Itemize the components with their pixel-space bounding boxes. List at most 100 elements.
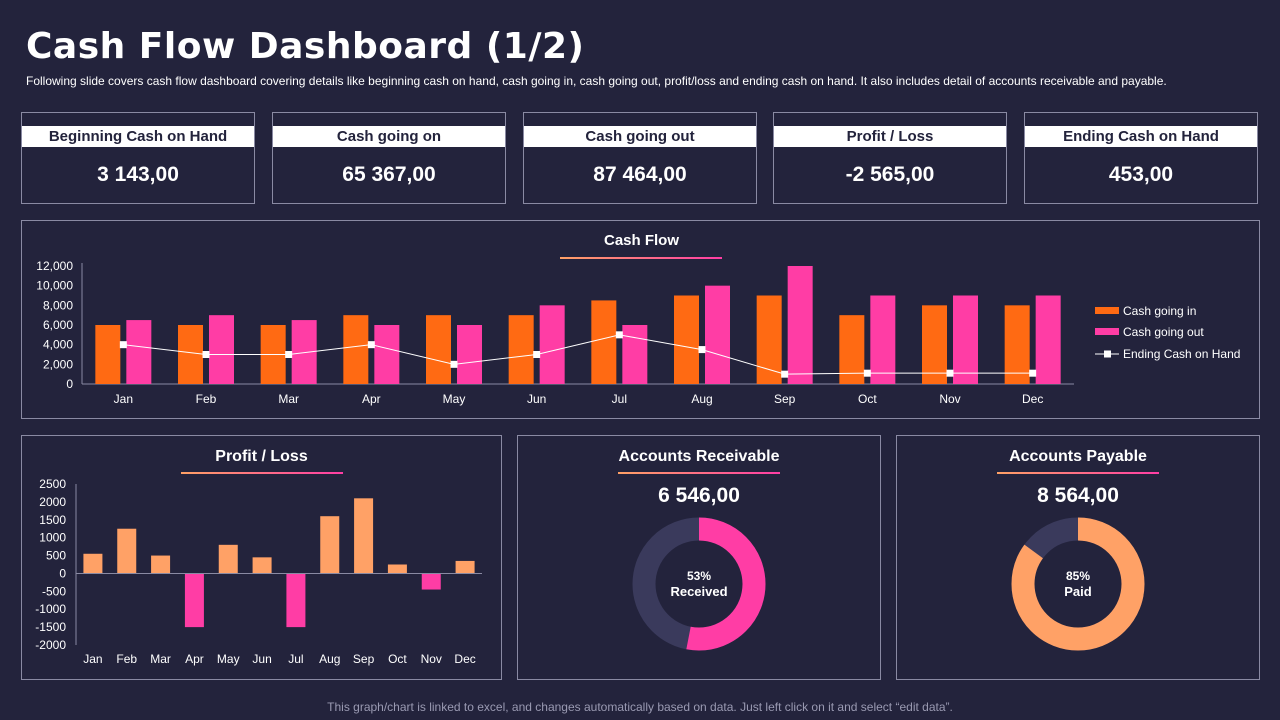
x-tick-label: Sep — [774, 392, 796, 406]
donut-percent-label: 85% — [1066, 569, 1090, 583]
cash-going-in-bar — [591, 300, 617, 384]
x-tick-label: Nov — [939, 392, 960, 406]
y-tick-label: 2,000 — [43, 357, 73, 371]
x-tick-label: Feb — [116, 652, 137, 666]
profit-loss-bar — [218, 544, 238, 574]
cash-going-out-bar — [870, 295, 896, 384]
accounts-receivable-panel[interactable]: Accounts Receivable 6 546,00 53% Received — [517, 435, 881, 680]
x-tick-label: Nov — [421, 652, 442, 666]
kpi-label: Cash going out — [524, 126, 756, 147]
x-tick-label: Jun — [527, 392, 546, 406]
cash-going-out-bar — [622, 325, 648, 384]
x-tick-label: Oct — [858, 392, 877, 406]
y-tick-label: 8,000 — [43, 298, 73, 312]
x-tick-label: Oct — [388, 652, 407, 666]
accounts-payable-underline — [997, 472, 1159, 474]
profit-loss-title: Profit / Loss — [215, 448, 308, 465]
ending-cash-point — [367, 341, 375, 349]
kpi-label: Beginning Cash on Hand — [22, 126, 254, 147]
ending-cash-line — [123, 334, 1033, 375]
y-tick-label: 10,000 — [36, 279, 73, 293]
profit-loss-bar — [455, 560, 475, 574]
profit-loss-bar — [421, 573, 441, 590]
legend-swatch-cash-going-out — [1095, 328, 1119, 335]
footer-note: This graph/chart is linked to excel, and… — [327, 700, 953, 714]
y-tick-label: 0 — [66, 377, 73, 391]
page-subtitle: Following slide covers cash flow dashboa… — [26, 74, 1167, 88]
y-tick-label: 2500 — [39, 477, 66, 491]
kpi-card-beginning-cash: Beginning Cash on Hand 3 143,00 — [21, 112, 255, 204]
x-tick-label: May — [217, 652, 240, 666]
legend-label: Cash going in — [1123, 304, 1196, 318]
profit-loss-bar — [117, 528, 137, 574]
y-tick-label: 1500 — [39, 513, 66, 527]
x-tick-label: Sep — [353, 652, 375, 666]
legend-swatch-cash-going-in — [1095, 307, 1119, 314]
ending-cash-point — [615, 331, 623, 339]
y-tick-label: 4,000 — [43, 338, 73, 352]
kpi-value: 453,00 — [1108, 163, 1174, 186]
profit-loss-bar — [151, 555, 171, 574]
legend-label: Cash going out — [1123, 325, 1204, 339]
x-tick-label: Mar — [150, 652, 171, 666]
cash-going-in-bar — [95, 325, 121, 384]
y-tick-label: -2000 — [35, 638, 66, 652]
y-tick-label: -1000 — [35, 602, 66, 616]
ending-cash-point — [946, 369, 954, 377]
kpi-card-cash-going-out: Cash going out 87 464,00 — [523, 112, 757, 204]
donut-percent-label: 53% — [687, 569, 711, 583]
cash-going-out-bar — [539, 305, 565, 384]
donut-slice — [1011, 517, 1145, 651]
x-tick-label: Apr — [185, 652, 204, 666]
x-tick-label: May — [443, 392, 466, 406]
y-tick-label: 0 — [59, 566, 66, 580]
ending-cash-point — [119, 341, 127, 349]
cash-flow-chart[interactable]: 0 2,000 4,000 6,000 8,000 10,000 12,000 Jan Feb M… — [22, 221, 1259, 418]
cash-going-in-bar — [756, 295, 782, 384]
kpi-value: 65 367,00 — [342, 163, 436, 186]
profit-loss-bar — [184, 573, 204, 628]
kpi-label: Profit / Loss — [774, 126, 1006, 147]
cash-going-in-bar — [922, 305, 947, 384]
x-tick-label: Mar — [278, 392, 299, 406]
x-tick-label: Aug — [691, 392, 712, 406]
profit-loss-panel[interactable]: Profit / Loss -2000 -1500 -1000 -500 0 500 100… — [21, 435, 502, 680]
ending-cash-point — [450, 360, 458, 368]
x-tick-label: Dec — [454, 652, 475, 666]
accounts-payable-title: Accounts Payable — [1009, 448, 1147, 465]
accounts-receivable-title: Accounts Receivable — [618, 448, 780, 465]
x-tick-label: Jul — [612, 392, 627, 406]
cash-going-in-bar — [1004, 305, 1030, 384]
profit-loss-bar — [354, 498, 374, 574]
cash-going-out-bar — [1035, 295, 1061, 384]
legend-marker-ending-cash — [1104, 350, 1111, 358]
cash-flow-panel[interactable]: Cash Flow 0 2,000 4,000 6,000 8,000 10,000 12,… — [21, 220, 1260, 419]
cash-going-out-bar — [374, 325, 400, 384]
x-tick-label: Jan — [114, 392, 133, 406]
donut-center-label: Paid — [1064, 584, 1092, 599]
profit-loss-title-underline — [181, 472, 343, 474]
kpi-value: 87 464,00 — [593, 163, 687, 186]
ending-cash-point — [781, 370, 789, 378]
y-tick-label: -1500 — [35, 620, 66, 634]
kpi-label: Ending Cash on Hand — [1025, 126, 1257, 147]
profit-loss-chart[interactable]: -2000 -1500 -1000 -500 0 500 1000 1500 2000 2500 J… — [22, 436, 501, 679]
ending-cash-point — [285, 351, 293, 358]
profit-loss-bar — [252, 557, 272, 574]
cash-going-in-bar — [508, 315, 534, 384]
cash-going-out-bar — [787, 266, 813, 384]
cash-going-out-bar — [953, 295, 978, 384]
profit-loss-bar — [387, 564, 407, 574]
accounts-payable-panel[interactable]: Accounts Payable 8 564,00 85% Paid — [896, 435, 1260, 680]
cash-going-in-bar — [343, 315, 369, 384]
accounts-payable-donut[interactable]: 85%Paid — [897, 436, 1259, 679]
accounts-receivable-donut[interactable]: 53%Received — [518, 436, 880, 679]
x-tick-label: Feb — [196, 392, 217, 406]
kpi-card-ending-cash: Ending Cash on Hand 453,00 — [1024, 112, 1258, 204]
profit-loss-bar — [286, 573, 306, 628]
x-tick-label: Dec — [1022, 392, 1043, 406]
cash-going-out-bar — [705, 285, 730, 384]
kpi-value: -2 565,00 — [845, 163, 935, 186]
ending-cash-point — [863, 369, 871, 377]
y-tick-label: 1000 — [39, 531, 66, 545]
